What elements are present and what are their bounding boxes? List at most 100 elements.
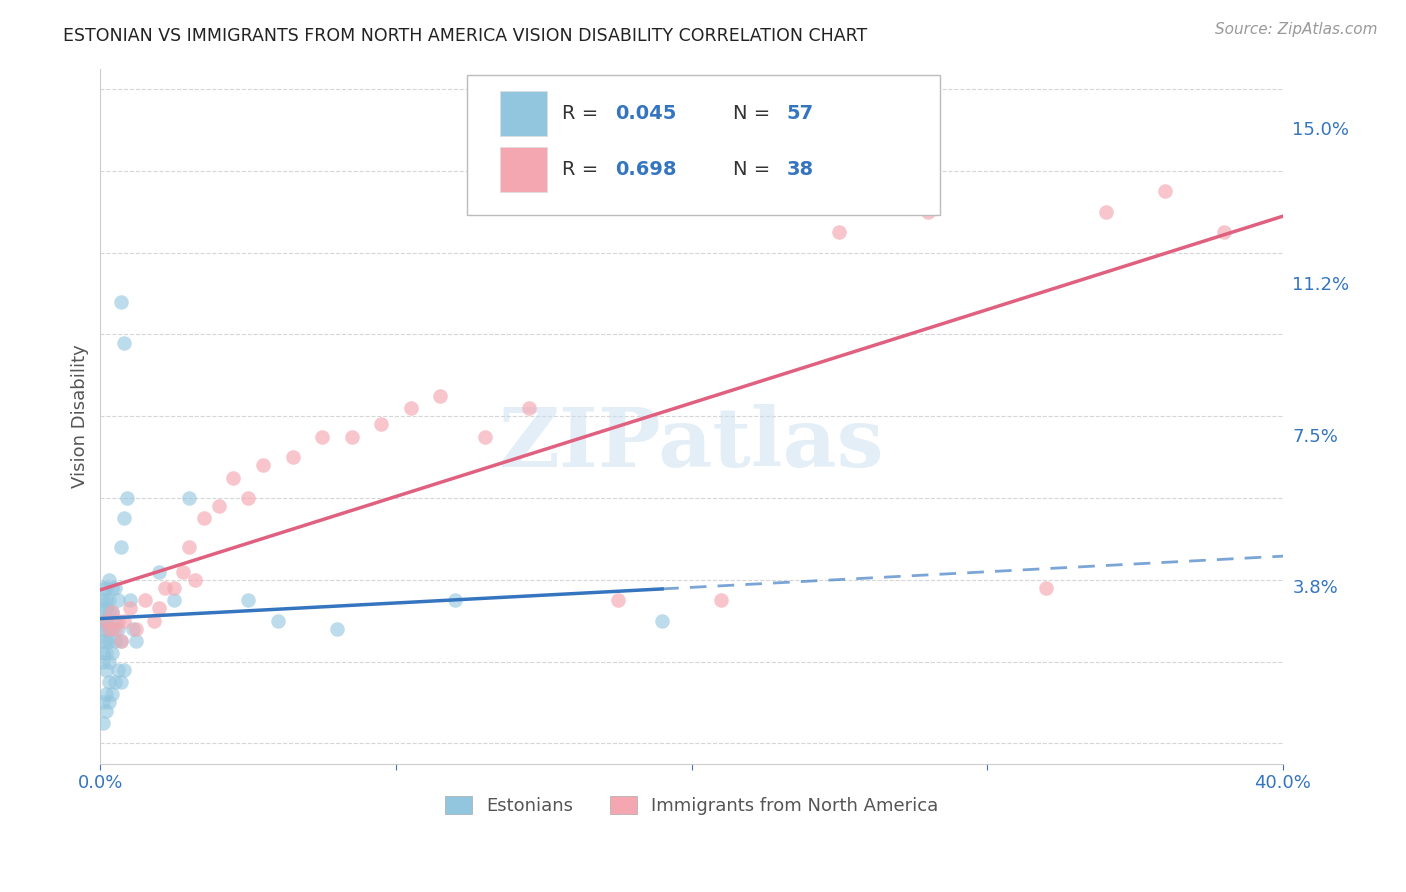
Point (98, 675, 121, 690)
Point (177, 540, 200, 554)
Point (267, 614, 290, 628)
Point (134, 593, 156, 607)
Point (98, 606, 121, 620)
Point (98, 655, 121, 669)
Text: 7.5%: 7.5% (1292, 427, 1339, 446)
Point (107, 614, 129, 628)
Point (474, 429, 496, 443)
Point (98, 622, 121, 636)
Point (107, 622, 129, 636)
Point (91, 581, 114, 595)
Point (1153, 184, 1175, 198)
Point (112, 335, 135, 350)
Point (238, 593, 260, 607)
Point (96, 647, 118, 661)
Text: ESTONIAN VS IMMIGRANTS FROM NORTH AMERICA VISION DISABILITY CORRELATION CHART: ESTONIAN VS IMMIGRANTS FROM NORTH AMERIC… (63, 27, 868, 45)
Point (98, 573, 121, 587)
Point (96, 614, 118, 628)
Point (115, 491, 138, 505)
Point (112, 614, 135, 628)
Text: R =: R = (561, 160, 605, 178)
Point (96, 601, 118, 615)
Legend: Estonians, Immigrants from North America: Estonians, Immigrants from North America (436, 787, 948, 824)
Point (101, 606, 124, 620)
Point (98, 696, 121, 710)
Point (917, 204, 939, 219)
Text: 38: 38 (786, 160, 814, 178)
Point (252, 458, 274, 473)
FancyBboxPatch shape (467, 76, 941, 215)
Point (370, 417, 392, 432)
Point (104, 622, 127, 636)
Text: 11.2%: 11.2% (1292, 277, 1350, 294)
Point (163, 581, 186, 595)
Point (110, 675, 132, 690)
Point (96, 593, 118, 607)
Point (91, 634, 114, 648)
Point (142, 614, 165, 628)
Point (96, 704, 118, 718)
Point (96, 663, 118, 677)
Point (91, 655, 114, 669)
Point (1212, 225, 1234, 239)
Point (193, 511, 215, 525)
Point (110, 294, 132, 309)
Text: N =: N = (733, 104, 776, 123)
Point (112, 511, 135, 525)
Point (184, 573, 207, 587)
Point (107, 593, 129, 607)
Point (172, 565, 194, 579)
Point (101, 647, 124, 661)
Point (96, 581, 118, 595)
Point (238, 491, 260, 505)
Point (399, 401, 422, 415)
Text: 0.045: 0.045 (614, 104, 676, 123)
Point (91, 715, 114, 730)
Point (110, 540, 132, 554)
Text: 15.0%: 15.0% (1292, 121, 1350, 139)
Text: R =: R = (561, 104, 605, 123)
Point (91, 647, 114, 661)
Point (101, 687, 124, 701)
Point (517, 401, 540, 415)
Point (101, 622, 124, 636)
Point (177, 491, 200, 505)
Point (104, 634, 127, 648)
Point (163, 593, 186, 607)
Point (1035, 581, 1057, 595)
Point (122, 622, 145, 636)
Y-axis label: Vision Disability: Vision Disability (72, 344, 89, 488)
Point (107, 663, 129, 677)
Point (110, 634, 132, 648)
Point (96, 614, 118, 628)
Point (118, 601, 141, 615)
Point (326, 622, 349, 636)
FancyBboxPatch shape (501, 91, 547, 136)
FancyBboxPatch shape (501, 147, 547, 192)
Point (429, 389, 451, 403)
Point (155, 581, 177, 595)
Point (125, 622, 148, 636)
Point (112, 663, 135, 677)
Point (91, 696, 114, 710)
Point (91, 614, 114, 628)
Point (148, 565, 170, 579)
Point (104, 614, 127, 628)
Point (91, 606, 114, 620)
Point (98, 593, 121, 607)
Point (101, 581, 124, 595)
Point (104, 675, 127, 690)
Point (101, 606, 124, 620)
Point (98, 622, 121, 636)
Point (281, 450, 304, 464)
Text: ZIPatlas: ZIPatlas (499, 404, 884, 484)
Text: 57: 57 (786, 104, 814, 123)
Point (311, 429, 333, 443)
Point (96, 634, 118, 648)
Text: N =: N = (733, 160, 776, 178)
Point (125, 634, 148, 648)
Point (222, 470, 245, 484)
Point (110, 634, 132, 648)
Text: 0.698: 0.698 (614, 160, 676, 178)
Point (91, 622, 114, 636)
